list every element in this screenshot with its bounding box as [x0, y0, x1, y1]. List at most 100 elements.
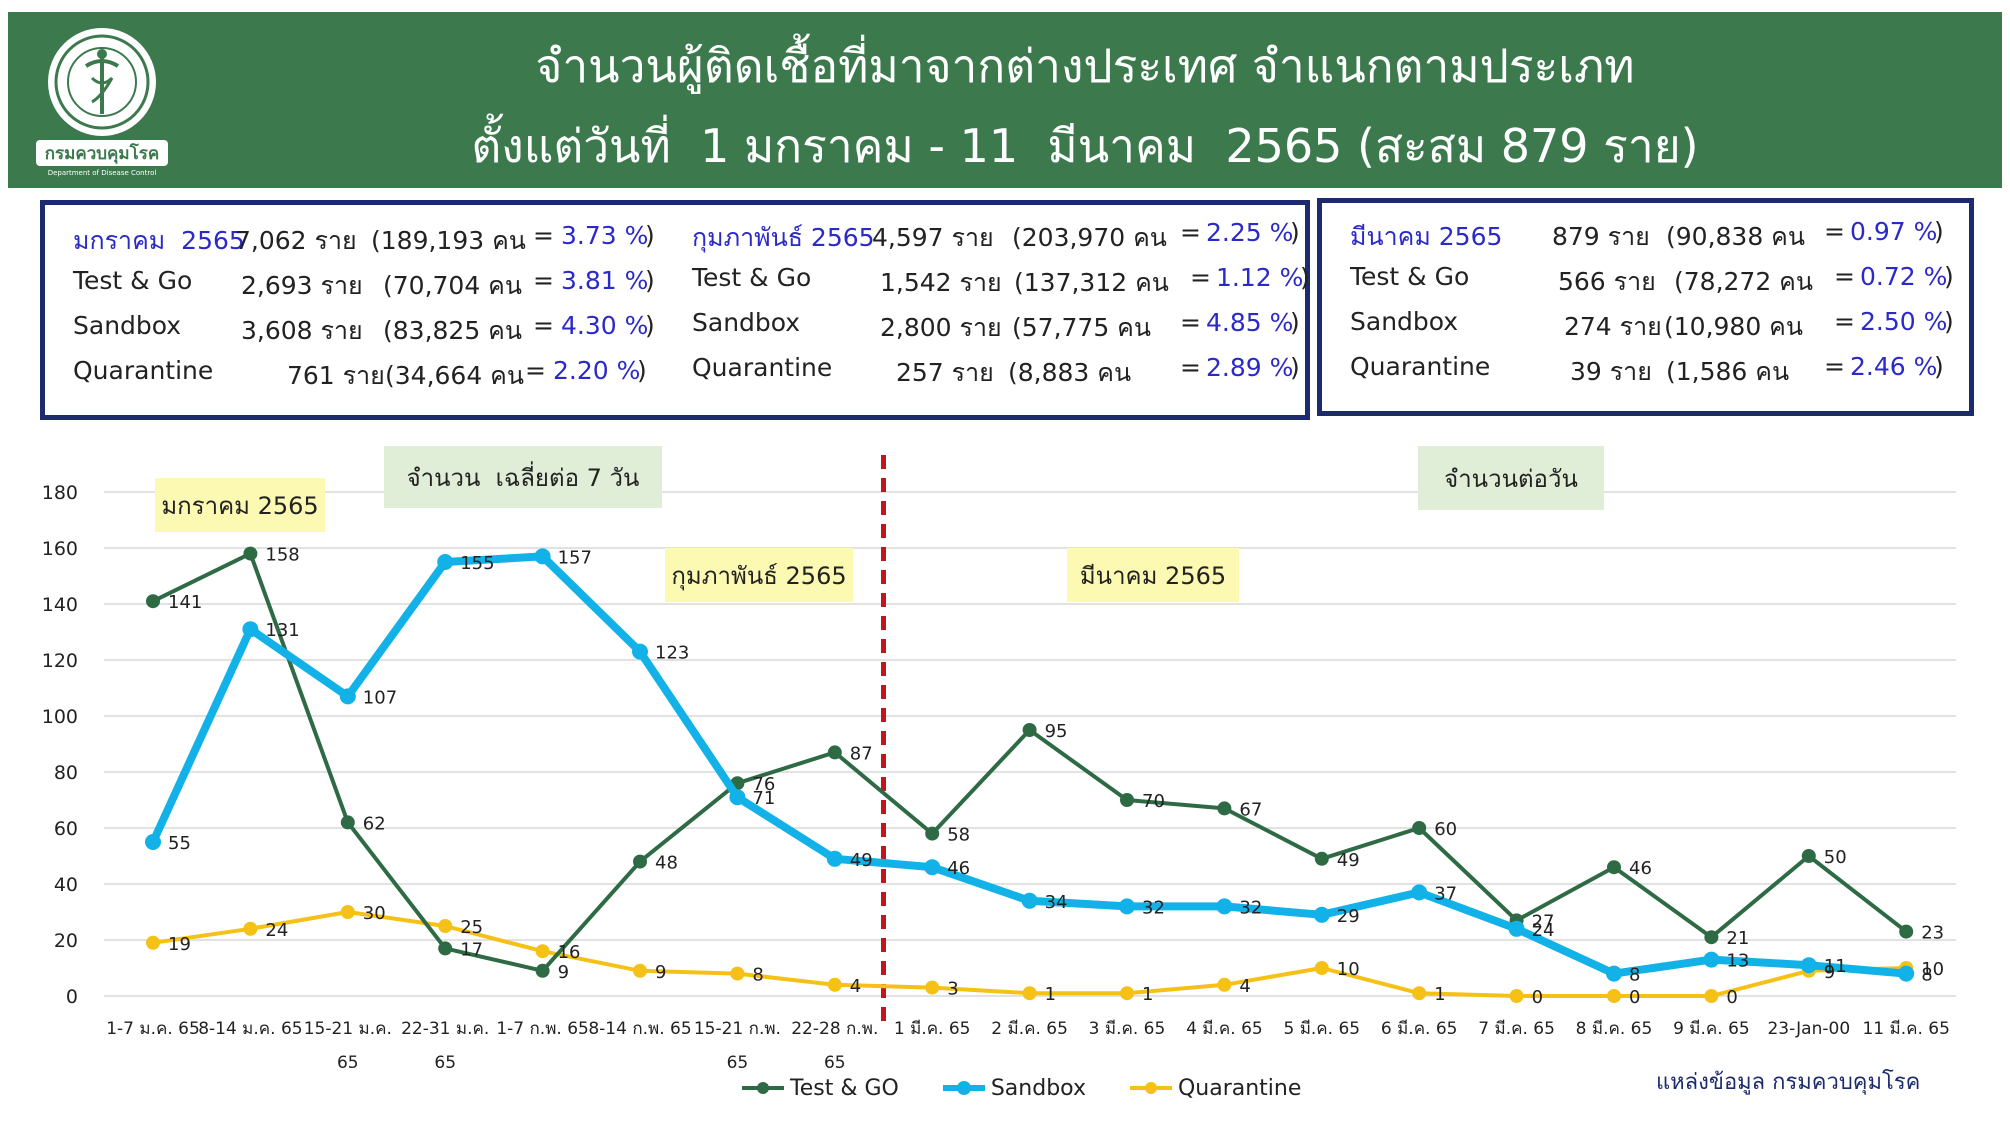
legend-label-testgo: Test & GO — [790, 1075, 899, 1101]
x-tick-label: 3 มี.ค. 65 — [1089, 1019, 1166, 1039]
data-point-sandbox — [242, 621, 259, 638]
mar-quarantine-row: Quarantine 39 ราย (1,586 คน = 2.46 % ) — [1350, 352, 1944, 386]
series-line-quarantine — [151, 910, 1909, 998]
y-tick-label: 160 — [42, 538, 78, 560]
data-label-test-go: 58 — [947, 825, 970, 846]
data-source: แหล่งข้อมูล กรมควบคุมโรค — [1656, 1070, 1921, 1095]
x-tick-label: 1-7 ก.พ. 65 — [496, 1019, 589, 1039]
data-point-sandbox — [632, 643, 648, 660]
jan-total-row: มกราคม 2565 7,062 ราย (189,193 คน = 3.73… — [73, 221, 655, 453]
data-label-test-go: 76 — [752, 774, 775, 795]
mar-total-row: มีนาคม 2565 879 ราย (90,838 คน = 0.97 % … — [1350, 217, 1944, 449]
x-tick-label: 5 มี.ค. 65 — [1283, 1019, 1360, 1039]
data-point-test-go — [1120, 793, 1134, 807]
page-subtitle: ตั้งแต่วันที่ 1 มกราคม - 11 มีนาคม 2565 … — [471, 119, 1699, 173]
data-point-sandbox — [145, 834, 161, 850]
mar-testgo-row: Test & Go 566 ราย (78,272 คน = 0.72 % ) — [1350, 262, 1954, 296]
data-point-sandbox — [1800, 957, 1817, 974]
x-tick-label: 15-21 ม.ค. — [304, 1019, 392, 1039]
legend-item-sandbox: Sandbox — [941, 1076, 1086, 1101]
data-point-quarantine — [340, 905, 355, 919]
data-label-test-go: 50 — [1824, 847, 1847, 868]
data-label-test-go: 67 — [1239, 799, 1262, 820]
y-tick-label: 60 — [54, 818, 78, 840]
legend-marker-testgo — [742, 1082, 784, 1094]
data-label-test-go: 48 — [655, 853, 678, 874]
data-point-sandbox — [1216, 898, 1233, 915]
data-label-quarantine: 25 — [460, 917, 483, 938]
svg-text:กรมควบคุมโรค: กรมควบคุมโรค — [45, 143, 160, 164]
y-tick-label: 100 — [42, 706, 78, 728]
data-point-sandbox — [339, 688, 356, 705]
jan-title: มกราคม 2565 — [73, 226, 245, 255]
month-label-feb: กุมภาพันธ์ 2565 — [665, 548, 853, 602]
x-tick-label: 23-Jan-00 — [1767, 1019, 1850, 1039]
feb-title: กุมภาพันธ์ 2565 — [692, 223, 875, 252]
data-label-test-go: 70 — [1142, 791, 1165, 812]
data-label-sandbox: 8 — [1921, 965, 1932, 986]
data-label-test-go: 21 — [1726, 928, 1749, 949]
x-tick-label: 2 มี.ค. 65 — [991, 1019, 1068, 1039]
data-point-sandbox — [534, 548, 551, 565]
x-tick-label: 8-14 ม.ค. 65 — [198, 1019, 302, 1039]
data-point-test-go — [1704, 930, 1719, 945]
data-label-sandbox: 8 — [1629, 965, 1640, 986]
data-point-quarantine — [243, 921, 258, 936]
x-tick-label: 65 — [337, 1053, 359, 1073]
data-point-test-go — [438, 941, 453, 956]
data-point-sandbox — [1021, 892, 1038, 909]
data-label-quarantine: 30 — [363, 903, 386, 924]
data-label-test-go: 46 — [1629, 858, 1652, 879]
data-point-quarantine — [1607, 989, 1621, 1003]
x-tick-label: 1 มี.ค. 65 — [894, 1019, 971, 1039]
x-tick-label: 6 มี.ค. 65 — [1381, 1019, 1458, 1039]
data-point-sandbox — [1508, 920, 1525, 937]
data-label-sandbox: 71 — [752, 788, 775, 809]
data-label-quarantine: 4 — [850, 976, 861, 997]
data-label-quarantine: 1 — [1142, 984, 1153, 1005]
chart-legend: Test & GO Sandbox Quarantine — [740, 1072, 1343, 1104]
data-label-quarantine: 1 — [1045, 984, 1056, 1005]
mar-sandbox-row: Sandbox 274 ราย (10,980 คน = 2.50 % ) — [1350, 307, 1954, 341]
data-point-test-go — [1801, 849, 1816, 863]
data-point-quarantine — [1412, 986, 1427, 1001]
data-label-sandbox: 155 — [460, 553, 494, 574]
feb-testgo-row: Test & Go 1,542 ราย (137,312 คน = 1.12 %… — [692, 263, 1310, 297]
data-label-sandbox: 34 — [1045, 892, 1068, 913]
data-point-quarantine — [925, 980, 940, 995]
data-label-sandbox: 46 — [947, 858, 970, 879]
daily-label: จำนวนต่อวัน — [1418, 446, 1604, 510]
data-point-test-go — [925, 826, 940, 841]
x-tick-label: 65 — [434, 1053, 456, 1073]
legend-marker-quarantine — [1129, 1082, 1172, 1094]
data-point-test-go — [146, 594, 160, 609]
data-label-sandbox: 123 — [655, 643, 689, 664]
data-label-sandbox: 49 — [850, 850, 873, 871]
data-label-quarantine: 4 — [1239, 976, 1250, 997]
data-point-test-go — [1314, 851, 1329, 866]
data-point-quarantine — [730, 966, 745, 981]
x-tick-label: 11 มี.ค. 65 — [1862, 1019, 1949, 1039]
data-label-sandbox: 24 — [1532, 920, 1555, 941]
data-point-sandbox — [826, 850, 843, 867]
legend-label-quarantine: Quarantine — [1177, 1075, 1302, 1101]
data-point-quarantine — [1217, 977, 1232, 992]
data-label-quarantine: 9 — [655, 962, 666, 983]
data-label-quarantine: 10 — [1337, 959, 1360, 980]
x-tick-label: 15-21 ก.พ. — [694, 1019, 781, 1039]
x-tick-label: 7 มี.ค. 65 — [1478, 1019, 1555, 1039]
x-tick-label: 65 — [727, 1053, 749, 1073]
data-label-test-go: 49 — [1337, 850, 1360, 871]
jan-testgo-row: Test & Go 2,693 ราย (70,704 คน = 3.81 % … — [73, 266, 655, 300]
data-point-test-go — [633, 854, 647, 869]
data-point-test-go — [1412, 821, 1427, 835]
data-label-test-go: 141 — [168, 592, 202, 613]
data-point-test-go — [1217, 801, 1232, 816]
y-tick-label: 0 — [66, 986, 78, 1008]
y-tick-label: 80 — [54, 762, 78, 784]
header-banner: กรมควบคุมโรค Department of Disease Contr… — [8, 12, 2002, 188]
y-tick-label: 140 — [42, 594, 78, 616]
data-label-sandbox: 32 — [1239, 897, 1262, 918]
x-tick-label: 8 มี.ค. 65 — [1576, 1019, 1653, 1039]
data-label-quarantine: 0 — [1629, 987, 1640, 1008]
